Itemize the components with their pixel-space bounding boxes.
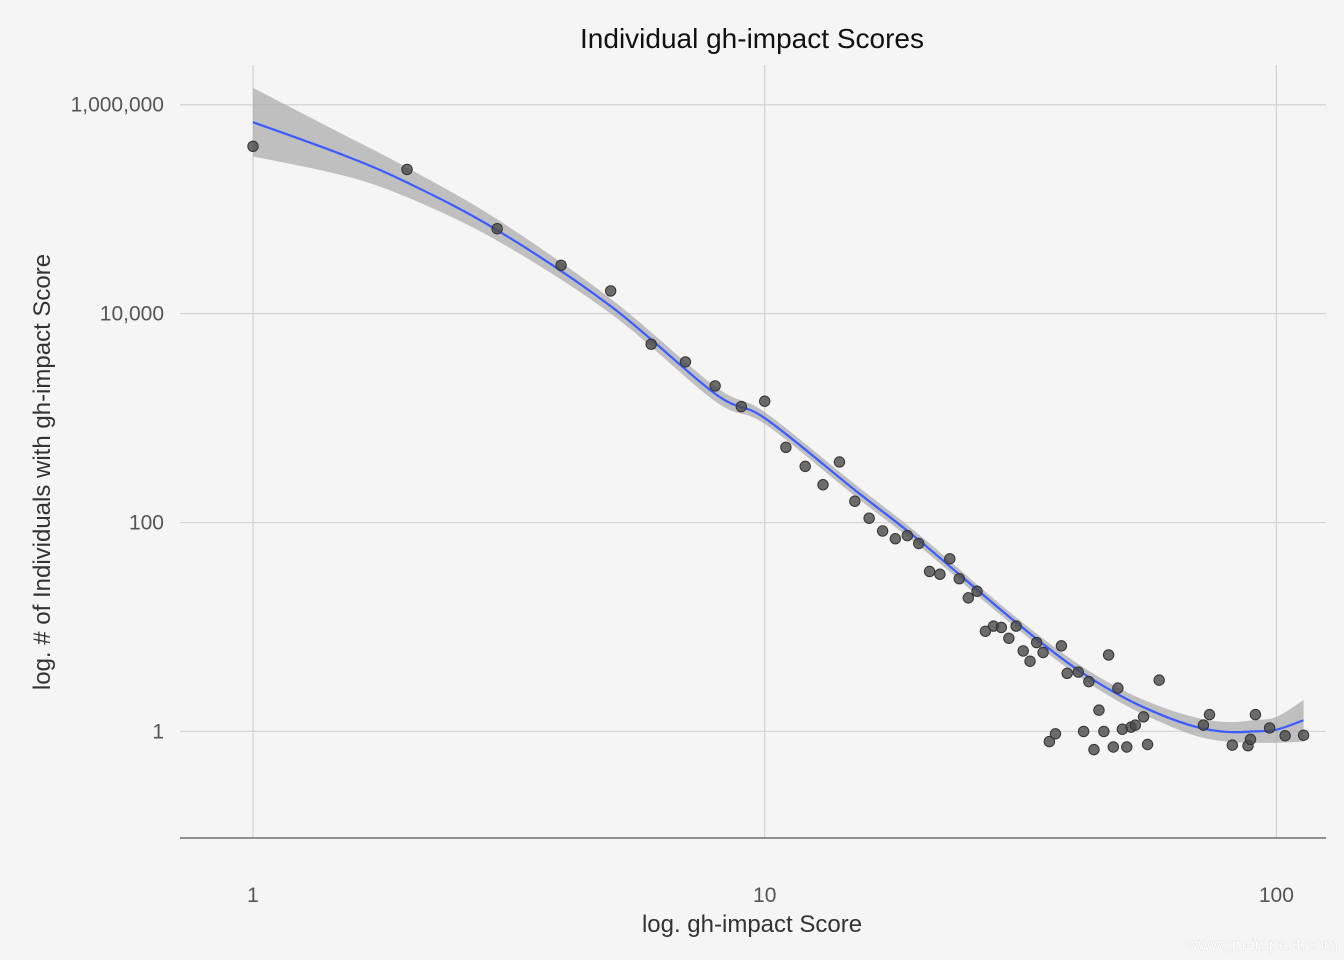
data-point [944, 553, 956, 565]
chart-title: Individual gh-impact Scores [580, 23, 924, 54]
data-point [995, 621, 1008, 634]
data-point [833, 456, 846, 468]
data-point [1077, 725, 1090, 738]
trend-line-layer [252, 121, 1304, 734]
grid-layer [180, 65, 1326, 839]
x-tick-label: 100 [1259, 884, 1294, 907]
data-point [953, 572, 965, 585]
data-point [1102, 649, 1115, 661]
data-point [889, 533, 902, 545]
data-point [1263, 722, 1276, 734]
y-tick-label: 1,000,000 [71, 94, 164, 117]
data-point [1297, 729, 1310, 741]
data-point [1098, 725, 1110, 738]
data-point [1137, 711, 1150, 723]
data-point [1049, 728, 1062, 740]
data-point [1203, 708, 1216, 721]
data-point [849, 495, 861, 507]
data-point [934, 568, 946, 580]
data-point [901, 529, 914, 542]
watermark: www.gh-impact.com [1185, 935, 1338, 954]
data-point [604, 285, 617, 297]
data-point [1072, 666, 1084, 678]
data-point [1249, 708, 1262, 721]
confidence-band [253, 87, 1304, 743]
points-layer [247, 140, 1310, 756]
y-tick-label: 100 [129, 512, 164, 535]
data-point [679, 356, 692, 368]
tick-label-layer: 1 10 100 1 100 10,000 1,000,000 [71, 94, 1294, 907]
data-point [971, 585, 983, 597]
data-point [1226, 739, 1239, 751]
data-point [1017, 645, 1029, 657]
x-axis-title: log. gh-impact Score [642, 911, 862, 938]
data-point [817, 479, 829, 491]
x-tick-label: 10 [753, 884, 776, 907]
data-point [1083, 675, 1095, 688]
data-point [1121, 741, 1133, 753]
data-point [913, 537, 925, 550]
data-point [1024, 655, 1036, 667]
data-point [1129, 719, 1142, 731]
data-point [759, 395, 771, 407]
data-point [645, 338, 657, 350]
data-point [1030, 636, 1043, 649]
data-point [780, 441, 792, 454]
data-point [1244, 733, 1257, 746]
data-point [923, 565, 936, 578]
trend-line [252, 121, 1304, 734]
data-point [1061, 667, 1073, 680]
data-point [1197, 719, 1210, 731]
confidence-band-layer [253, 87, 1304, 743]
data-point [1055, 640, 1068, 652]
y-tick-label: 10,000 [100, 303, 164, 326]
data-point [962, 592, 975, 604]
data-point [735, 400, 747, 413]
data-point [1043, 735, 1056, 748]
data-point [491, 223, 503, 235]
data-point [1088, 743, 1100, 756]
data-point [1279, 730, 1291, 742]
data-point [799, 460, 811, 473]
data-point [1093, 704, 1105, 716]
data-point [709, 380, 721, 392]
data-point [1037, 646, 1049, 659]
data-point [1003, 632, 1015, 644]
data-point [1010, 620, 1022, 632]
data-point [979, 625, 992, 637]
y-axis-title: log. # of Individuals with gh-impact Sco… [29, 254, 56, 690]
data-point [863, 512, 875, 524]
data-point [1141, 738, 1154, 751]
data-point [1153, 674, 1165, 686]
x-tick-label: 1 [247, 884, 259, 907]
data-point [401, 163, 413, 176]
data-point [1107, 741, 1120, 753]
data-point [247, 140, 259, 152]
y-tick-label: 1 [152, 720, 164, 743]
data-point [876, 525, 889, 537]
data-point [1112, 682, 1124, 694]
data-point [555, 259, 567, 272]
